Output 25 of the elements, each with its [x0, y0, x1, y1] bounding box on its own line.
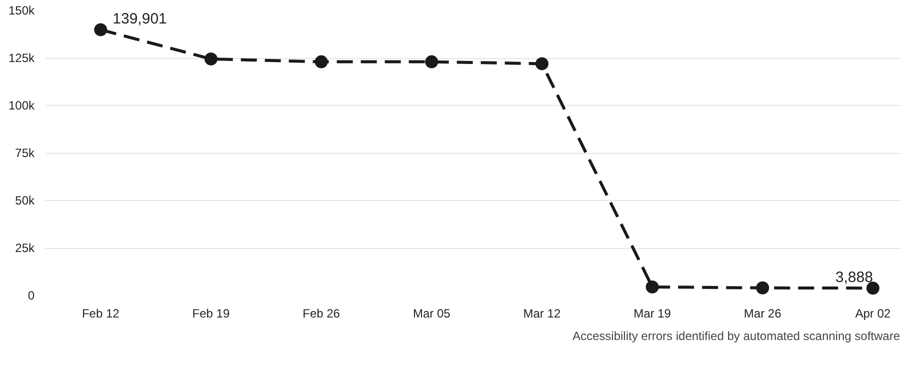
y-tick-label: 25k [15, 241, 36, 255]
point [425, 55, 438, 68]
point [204, 52, 218, 66]
y-tick-label: 150k [8, 4, 36, 18]
point [314, 55, 328, 68]
x-tick-label: Feb 12 [82, 306, 120, 320]
text: Accessibility errors identified by automated scanning software [572, 329, 900, 343]
point [94, 23, 108, 36]
y-tick-label: 0 [28, 288, 35, 302]
data-label: 139,901 [112, 10, 167, 28]
x-tick-label: Feb 19 [192, 306, 230, 320]
x-tick-label: Apr 02 [855, 306, 891, 320]
point [535, 57, 548, 70]
x-tick-label: Mar 19 [634, 306, 672, 320]
x-tick-label: Feb 26 [302, 306, 340, 320]
data-label: 3,888 [835, 269, 873, 286]
y-tick-label: 100k [8, 98, 36, 112]
y-tick-label: 125k [8, 51, 36, 65]
x-tick-label: Mar 05 [412, 306, 451, 320]
x-tick-label: Mar 26 [744, 306, 782, 320]
point [646, 280, 659, 294]
point [756, 281, 770, 294]
y-tick-label: 75k [15, 146, 36, 160]
y-tick-label: 50k [15, 194, 36, 208]
x-tick-label: Mar 12 [523, 306, 561, 320]
